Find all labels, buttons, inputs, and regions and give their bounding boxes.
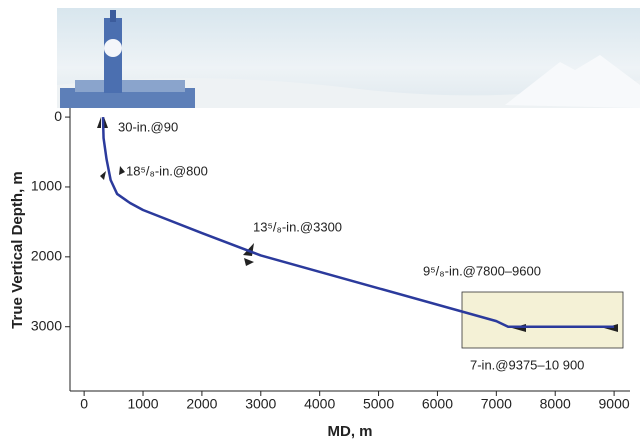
y-tick-label: 3000 — [31, 317, 62, 333]
x-tick-label: 5000 — [363, 396, 394, 412]
x-tick-label: 7000 — [481, 396, 512, 412]
x-tick-label: 0 — [80, 396, 88, 412]
highlight-box — [462, 292, 623, 348]
annotation: 7-in.@9375–10 900 — [470, 357, 584, 372]
x-tick-label: 8000 — [540, 396, 571, 412]
annotation: 9⁵/₈-in.@7800–9600 — [423, 263, 541, 278]
x-tick-label: 9000 — [599, 396, 630, 412]
y-tick-label: 0 — [54, 108, 62, 124]
x-tick-label: 1000 — [127, 396, 158, 412]
y-tick-label: 2000 — [31, 248, 62, 264]
y-axis-title: True Vertical Depth, m — [9, 171, 26, 329]
annotation: 18⁵/₈-in.@800 — [126, 163, 208, 178]
x-tick-label: 6000 — [422, 396, 453, 412]
annotation: 30-in.@90 — [118, 119, 178, 134]
x-tick-label: 3000 — [245, 396, 276, 412]
x-tick-label: 4000 — [304, 396, 335, 412]
annotation: 13⁵/₈-in.@3300 — [253, 219, 342, 234]
y-tick-label: 1000 — [31, 178, 62, 194]
x-tick-label: 2000 — [186, 396, 217, 412]
x-axis-title: MD, m — [328, 423, 373, 440]
rig-photo — [57, 8, 640, 108]
chart: MD, m True Vertical Depth, m 30-in.@90 1… — [0, 0, 640, 445]
